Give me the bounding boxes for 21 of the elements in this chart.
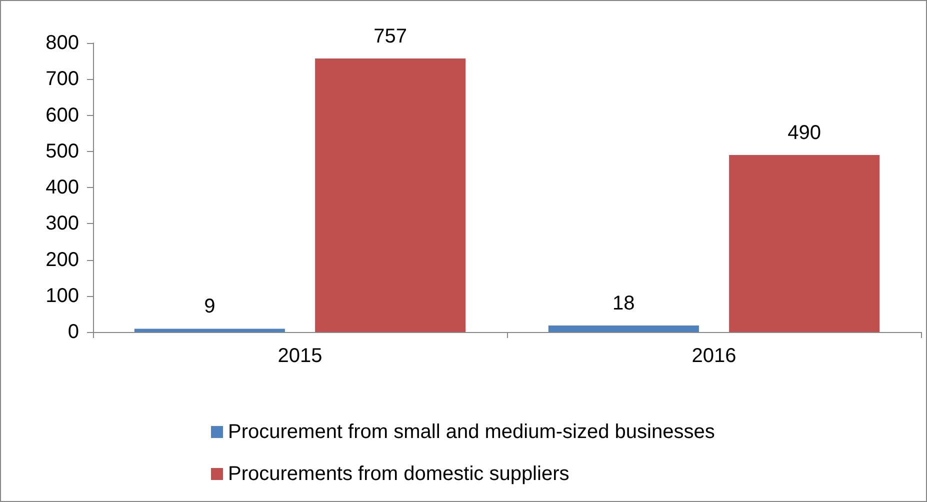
data-label: 490	[788, 122, 822, 144]
legend-label: Procurements from domestic suppliers	[228, 463, 570, 485]
bar	[548, 326, 699, 332]
y-tick-label: 800	[46, 32, 79, 54]
y-tick-label: 500	[46, 140, 79, 162]
y-tick-label: 400	[46, 176, 79, 198]
y-tick-label: 300	[46, 212, 79, 235]
x-tick-label: 2016	[692, 345, 736, 367]
y-tick-label: 100	[46, 284, 79, 307]
y-tick-label: 0	[68, 321, 79, 343]
y-tick-label: 200	[46, 248, 79, 271]
data-label: 18	[612, 292, 635, 314]
y-tick-label: 600	[46, 104, 79, 126]
legend-label: Procurement from small and medium-sized businesses	[228, 421, 715, 443]
x-tick-label: 2015	[278, 345, 322, 367]
data-label: 9	[204, 296, 216, 318]
bar	[729, 154, 880, 332]
y-tick-label: 700	[46, 68, 79, 90]
bar	[134, 328, 285, 332]
bar	[315, 58, 466, 332]
data-label: 757	[374, 26, 408, 48]
